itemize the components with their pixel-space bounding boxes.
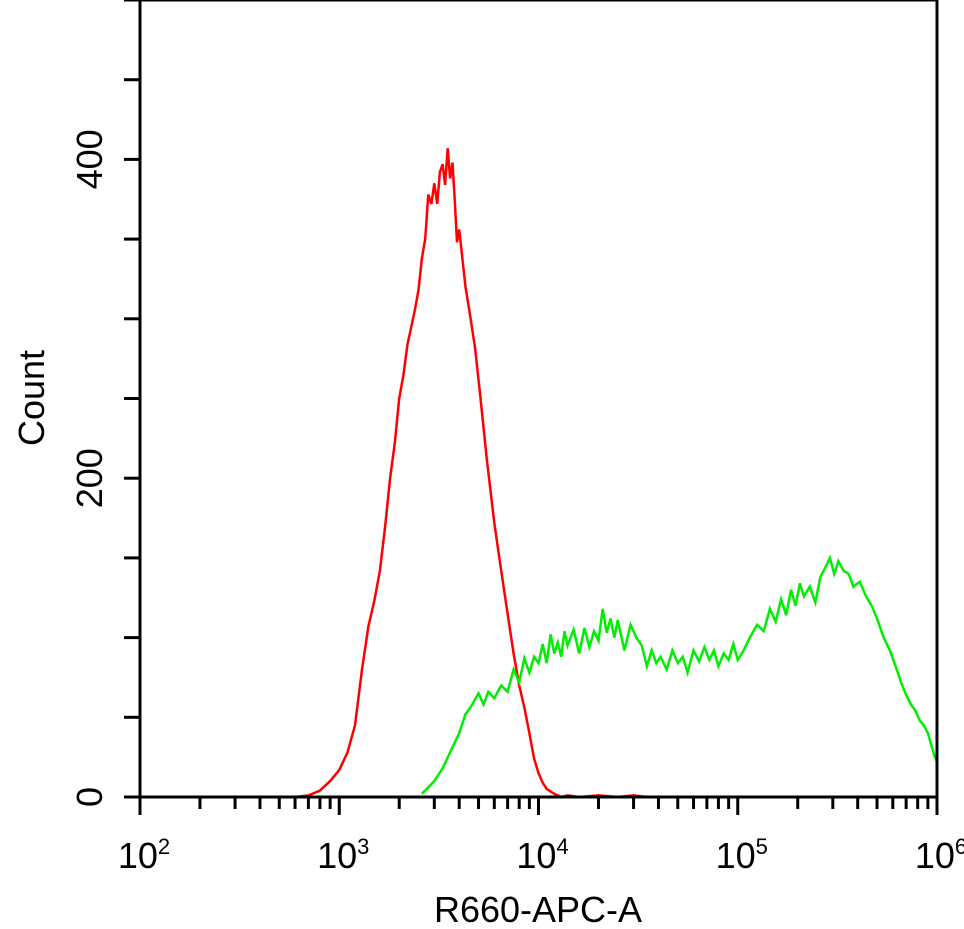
x-tick-label: 106 <box>915 834 964 876</box>
x-tick-label: 105 <box>716 834 768 876</box>
y-axis-tick-labels: 0 200 400 <box>69 129 110 807</box>
y-tick-label: 0 <box>69 787 110 807</box>
x-tick-label: 102 <box>118 834 170 876</box>
y-axis-label: Count <box>11 350 52 446</box>
y-axis-ticks <box>124 0 140 799</box>
series-line-2 <box>421 554 939 795</box>
x-axis-label: R660-APC-A <box>434 889 642 929</box>
y-tick-label: 400 <box>69 129 110 189</box>
series-line-1 <box>294 148 648 799</box>
x-tick-label: 104 <box>516 834 568 876</box>
y-tick-label: 200 <box>69 448 110 508</box>
x-axis-ticks <box>138 797 939 815</box>
series-layer <box>294 148 939 799</box>
x-axis-tick-labels: 102 103 104 105 106 <box>118 834 964 876</box>
x-tick-label: 103 <box>317 834 369 876</box>
